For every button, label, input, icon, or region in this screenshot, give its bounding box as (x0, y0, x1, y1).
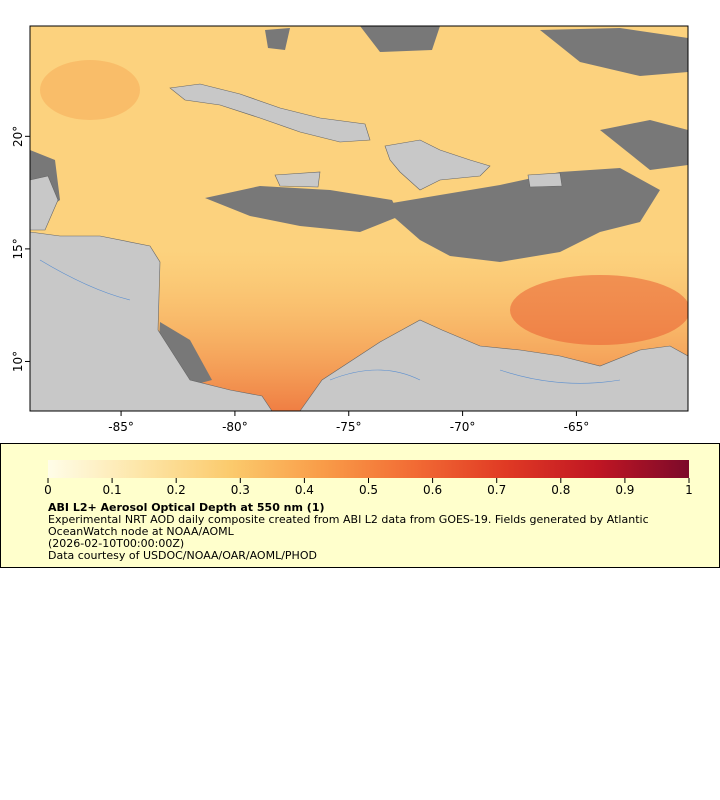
legend: 0 0.1 0.2 0.3 0.4 0.5 0.6 0.7 0.8 0.9 1 ABI L2+ Ae… (0, 443, 720, 568)
y-tick-label: 15° (11, 238, 25, 259)
x-tick-label: -85° (108, 420, 134, 434)
colorbar-tick-label: 0.6 (423, 483, 442, 497)
colorbar-tick-label: 0.7 (487, 483, 506, 497)
colorbar-tick-label: 0.4 (295, 483, 314, 497)
colorbar-tick-label: 0.8 (551, 483, 570, 497)
x-tick-label: -70° (450, 420, 476, 434)
map: -85° -80° -75° -70° -65° 10° 15° 20° (11, 25, 689, 434)
legend-credit: Data courtesy of USDOC/NOAA/OAR/AOML/PHO… (48, 549, 317, 562)
colorbar-tick-label: 0.5 (359, 483, 378, 497)
map-frame (29, 25, 689, 412)
y-tick-label: 20° (11, 126, 25, 147)
colorbar-tick-label: 0.1 (103, 483, 122, 497)
legend-title: ABI L2+ Aerosol Optical Depth at 550 nm … (48, 501, 325, 514)
legend-text: ABI L2+ Aerosol Optical Depth at 550 nm … (48, 502, 688, 562)
colorbar-tick-label: 0.2 (167, 483, 186, 497)
aod-mid (40, 60, 140, 120)
legend-time: (2026-02-10T00:00:00Z) (48, 537, 185, 550)
x-tick-label: -80° (222, 420, 248, 434)
rivers (39, 259, 621, 384)
x-tick-label: -75° (336, 420, 362, 434)
aod-high (510, 275, 688, 345)
y-tick-label: 10° (11, 351, 25, 372)
x-tick-label: -65° (564, 420, 590, 434)
colorbar-tick-label: 0.9 (615, 483, 634, 497)
land (30, 83, 688, 411)
colorbar-tick-label: 0 (44, 483, 52, 497)
colorbar: 0 0.1 0.2 0.3 0.4 0.5 0.6 0.7 0.8 0.9 1 (44, 460, 693, 497)
map-layer (30, 26, 688, 411)
colorbar-ramp (48, 460, 689, 478)
legend-description: Experimental NRT AOD daily composite cre… (48, 513, 649, 538)
colorbar-tick-label: 0.3 (231, 483, 250, 497)
colorbar-tick-label: 1 (685, 483, 693, 497)
